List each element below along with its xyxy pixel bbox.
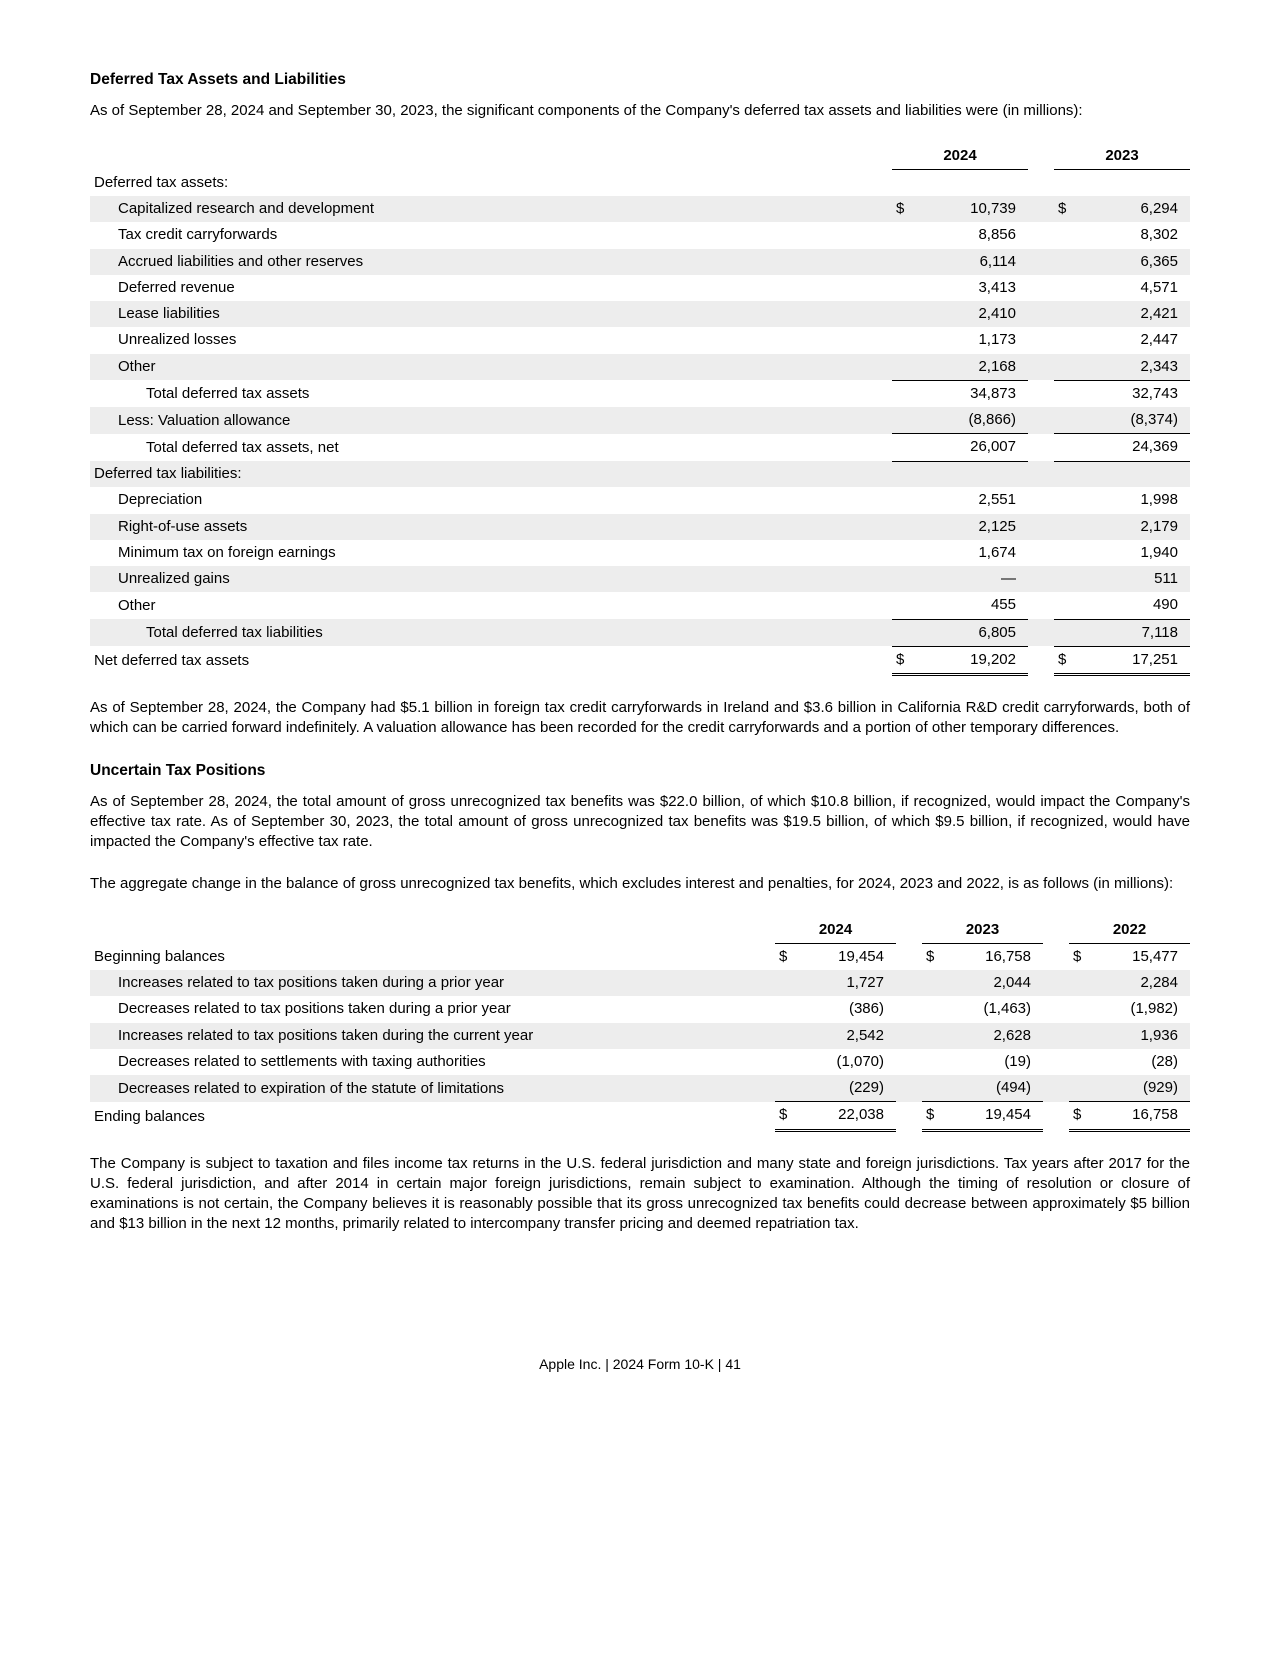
table-row: Lease liabilities 2,410 2,421 — [90, 301, 1190, 327]
assets-header-row: Deferred tax assets: — [90, 170, 1190, 196]
year-2024: 2024 — [892, 143, 1028, 170]
table-row: Total deferred tax assets 34,873 32,743 — [90, 380, 1190, 407]
table-row: Deferred revenue 3,413 4,571 — [90, 275, 1190, 301]
table-row: Unrealized losses 1,173 2,447 — [90, 327, 1190, 353]
deferred-tax-heading: Deferred Tax Assets and Liabilities — [90, 70, 1190, 91]
table-row: Decreases related to settlements with ta… — [90, 1049, 1190, 1075]
year-2023: 2023 — [1054, 143, 1190, 170]
table-row: Decreases related to tax positions taken… — [90, 996, 1190, 1022]
uncertain-tax-table: 2024 2023 2022 Beginning balances $19,45… — [90, 917, 1190, 1132]
table-row: Ending balances $22,038 $19,454 $16,758 — [90, 1102, 1190, 1130]
table-row: Other 455 490 — [90, 592, 1190, 619]
table-row: Net deferred tax assets $19,202 $17,251 — [90, 646, 1190, 674]
table-row: Unrealized gains — 511 — [90, 566, 1190, 592]
deferred-tax-outro: As of September 28, 2024, the Company ha… — [90, 698, 1190, 739]
table-row: Decreases related to expiration of the s… — [90, 1075, 1190, 1102]
table-header-row: 2024 2023 — [90, 143, 1190, 170]
uncertain-tax-outro: The Company is subject to taxation and f… — [90, 1154, 1190, 1235]
liab-header-row: Deferred tax liabilities: — [90, 461, 1190, 487]
table-row: Increases related to tax positions taken… — [90, 1023, 1190, 1049]
table-row: Beginning balances $19,454 $16,758 $15,4… — [90, 943, 1190, 970]
table-row: Accrued liabilities and other reserves 6… — [90, 249, 1190, 275]
table-row: Increases related to tax positions taken… — [90, 970, 1190, 996]
uncertain-tax-p1: As of September 28, 2024, the total amou… — [90, 792, 1190, 853]
table-row: Other 2,168 2,343 — [90, 354, 1190, 381]
table-row: Total deferred tax liabilities 6,805 7,1… — [90, 619, 1190, 646]
deferred-tax-intro: As of September 28, 2024 and September 3… — [90, 101, 1190, 121]
page-footer: Apple Inc. | 2024 Form 10-K | 41 — [90, 1355, 1190, 1374]
table-row: Depreciation 2,551 1,998 — [90, 487, 1190, 513]
table-row: Less: Valuation allowance (8,866) (8,374… — [90, 407, 1190, 434]
table-row: Minimum tax on foreign earnings 1,674 1,… — [90, 540, 1190, 566]
table-row: Capitalized research and development $10… — [90, 196, 1190, 222]
table-row: Right-of-use assets 2,125 2,179 — [90, 514, 1190, 540]
uncertain-tax-heading: Uncertain Tax Positions — [90, 761, 1190, 782]
uncertain-tax-p2: The aggregate change in the balance of g… — [90, 874, 1190, 894]
deferred-tax-table: 2024 2023 Deferred tax assets: Capitaliz… — [90, 143, 1190, 676]
table-row: Tax credit carryforwards 8,856 8,302 — [90, 222, 1190, 248]
table-header-row: 2024 2023 2022 — [90, 917, 1190, 944]
table-row: Total deferred tax assets, net 26,007 24… — [90, 434, 1190, 461]
